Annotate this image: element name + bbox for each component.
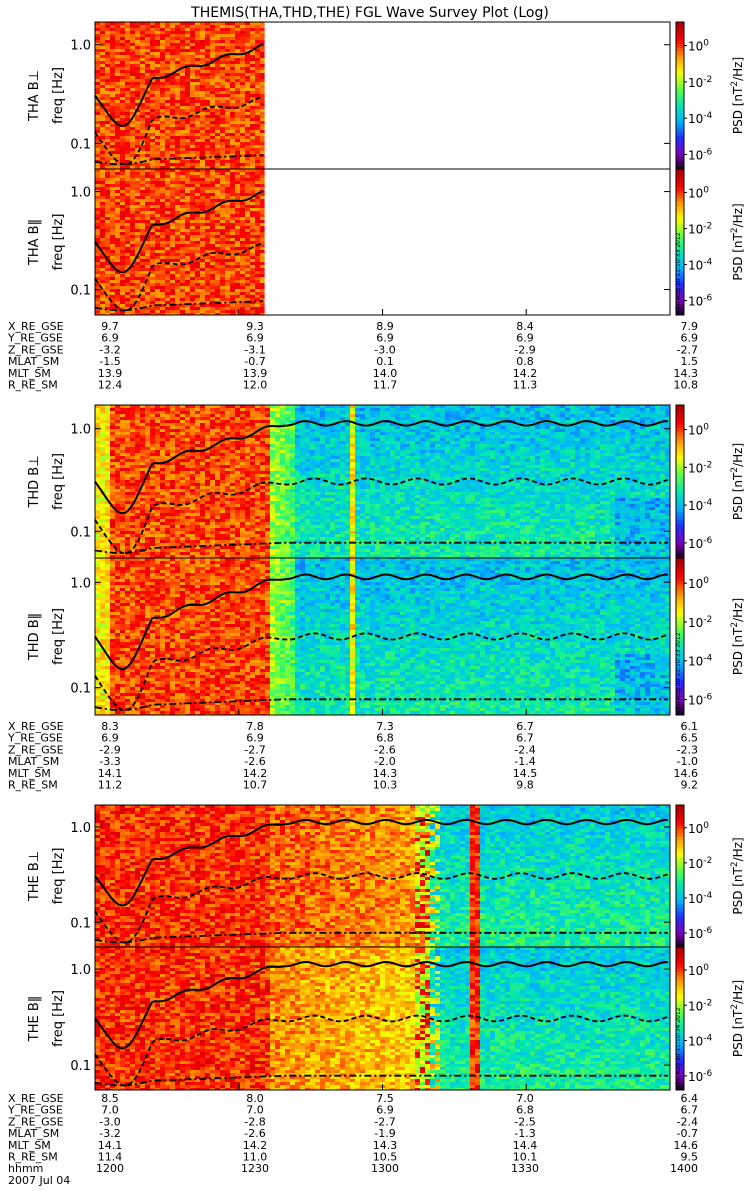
colorbar: 100 10-2 10-4 10-6 PSD [nT2/Hz]: [676, 805, 745, 948]
colorbar-tick: 10-6: [688, 692, 713, 707]
colorbar: 100 10-2 10-4 10-6 PSD [nT2/Hz]: [676, 169, 745, 316]
y-tick-label: 0.1: [70, 284, 91, 299]
panel-thd: 1.0 0.1 THD B⊥ freq [Hz] 100 10-2 10-4 10-6 PSD …: [27, 405, 745, 716]
colorbar-tick: 10-4: [688, 498, 713, 513]
colorbar-tick: 10-4: [688, 258, 713, 273]
y-axis-label: freq [Hz]: [51, 990, 66, 1047]
colorbar-tick: 10-2: [688, 615, 712, 630]
ephemeris-value: 11.7: [373, 379, 398, 392]
y-tick-label: 1.0: [70, 576, 91, 591]
panel-the: 1.0 0.1 THE B⊥ freq [Hz] 100 10-2 10-4 10-6 PSD …: [27, 805, 745, 1091]
colorbar-tick: 100: [688, 821, 709, 836]
timestamp-stamp: Thu Aug 30 11:10:34 2012: [675, 1007, 682, 1089]
plot-title: THEMIS(THA,THD,THE) FGL Wave Survey Plot…: [190, 5, 549, 21]
colorbar-label: PSD [nT2/Hz]: [730, 443, 745, 520]
colorbar-tick: 10-2: [688, 221, 712, 236]
x-tick-label: 1230: [241, 1162, 269, 1175]
y-tick-label: 0.1: [70, 137, 91, 152]
panel-tha: 1.0 0.1 THA B⊥ freq [Hz] 100 10-2 10-4 10-6 PSD …: [27, 22, 745, 316]
colorbar-tick: 100: [688, 576, 709, 591]
y-axis-label: freq [Hz]: [51, 67, 66, 124]
ephemeris-value: 10.3: [373, 779, 398, 792]
ephemeris-value: 11.3: [513, 379, 538, 392]
spectrogram-tha-bpar: 1.0 0.1 THA B‖ freq [Hz]: [27, 169, 670, 315]
colorbar-tick: 10-6: [688, 1069, 713, 1084]
colorbar-tick: 100: [688, 423, 709, 438]
colorbar-tick: 10-4: [688, 1034, 713, 1049]
colorbar: 100 10-2 10-4 10-6 PSD [nT2/Hz]: [676, 405, 745, 559]
y-tick-label: 1.0: [70, 39, 91, 54]
ephemeris-value: 12.4: [98, 379, 123, 392]
panel-label: THA B⊥: [27, 70, 42, 122]
y-tick-label: 1.0: [70, 423, 91, 438]
ephemeris-the: X_RE_GSE 8.5 8.0 7.5 7.0 6.4Y_RE_GSE 7.0 7.0 6.9…: [7, 1092, 698, 1187]
ephemeris-value: 9.8: [516, 779, 534, 792]
colorbar-tick: 10-6: [688, 536, 713, 551]
timestamp-stamp: Thu Aug 30 11:10:33 2012: [675, 632, 682, 714]
y-axis-label: freq [Hz]: [51, 453, 66, 510]
colorbar-tick: 10-4: [688, 654, 713, 669]
colorbar-tick: 10-2: [688, 856, 712, 871]
colorbar-label: PSD [nT2/Hz]: [730, 598, 745, 675]
panel-label: THA B‖: [27, 219, 42, 266]
spectrogram-tha-bperp: 1.0 0.1 THA B⊥ freq [Hz]: [27, 22, 670, 169]
spectrogram-thd-bperp: 1.0 0.1 THD B⊥ freq [Hz]: [27, 405, 670, 558]
ephemeris-thd: X_RE_GSE 8.3 7.8 7.3 6.7 6.1Y_RE_GSE 6.9 6.9 6.8…: [7, 720, 698, 792]
panel-label: THE B⊥: [27, 851, 42, 902]
panel-label: THD B‖: [27, 613, 42, 661]
colorbar-tick: 10-2: [688, 998, 712, 1013]
colorbar: 100 10-2 10-4 10-6 PSD [nT2/Hz]: [676, 947, 745, 1091]
x-tick-label: 1330: [511, 1162, 539, 1175]
ephemeris-label: R_RE_SM: [8, 379, 58, 392]
panel-label: THE B‖: [27, 996, 42, 1042]
y-tick-label: 0.1: [70, 1059, 91, 1074]
y-tick-label: 1.0: [70, 821, 91, 836]
x-tick-label: 1200: [96, 1162, 124, 1175]
y-axis-label: freq [Hz]: [51, 848, 66, 905]
y-tick-label: 0.1: [70, 525, 91, 540]
timestamp-stamp: Thu Aug 30 11:10:33 2012: [675, 232, 682, 314]
date-label: 2007 Jul 04: [8, 1174, 70, 1187]
y-axis-label: freq [Hz]: [51, 608, 66, 665]
colorbar-label: PSD [nT2/Hz]: [730, 980, 745, 1057]
panel-label: THD B⊥: [27, 455, 42, 508]
x-tick-label: 1300: [371, 1162, 399, 1175]
colorbar: 100 10-2 10-4 10-6 PSD [nT2/Hz]: [676, 558, 745, 716]
y-tick-label: 0.1: [70, 916, 91, 931]
ephemeris-value: 9.2: [681, 779, 699, 792]
ephemeris-value: 11.2: [98, 779, 123, 792]
y-axis-label: freq [Hz]: [51, 214, 66, 271]
colorbar: 100 10-2 10-4 10-6 PSD [nT2/Hz]: [676, 22, 745, 170]
colorbar-tick: 100: [688, 185, 709, 200]
colorbar-label: PSD [nT2/Hz]: [730, 203, 745, 280]
ephemeris-value: 10.8: [674, 379, 699, 392]
colorbar-tick: 10-4: [688, 891, 713, 906]
y-tick-label: 1.0: [70, 186, 91, 201]
colorbar-tick: 10-2: [688, 75, 712, 90]
colorbar-tick: 10-6: [688, 147, 713, 162]
spectrogram-the-bpar: 1.0 0.1 THE B‖ freq [Hz]: [27, 947, 670, 1090]
colorbar-label: PSD [nT2/Hz]: [730, 57, 745, 134]
x-tick-label: 1400: [670, 1162, 698, 1175]
colorbar-tick: 10-4: [688, 111, 713, 126]
ephemeris-value: 12.0: [243, 379, 268, 392]
ephemeris-value: 10.7: [243, 779, 268, 792]
colorbar-tick: 100: [688, 963, 709, 978]
colorbar-tick: 10-6: [688, 926, 713, 941]
y-tick-label: 1.0: [70, 963, 91, 978]
spectrogram-the-bperp: 1.0 0.1 THE B⊥ freq [Hz]: [27, 805, 670, 947]
y-tick-label: 0.1: [70, 682, 91, 697]
colorbar-tick: 100: [688, 39, 709, 54]
colorbar-tick: 10-6: [688, 294, 713, 309]
spectrogram-thd-bpar: 1.0 0.1 THD B‖ freq [Hz]: [27, 558, 670, 715]
colorbar-label: PSD [nT2/Hz]: [730, 837, 745, 914]
ephemeris-tha: X_RE_GSE 9.7 9.3 8.9 8.4 7.9Y_RE_GSE 6.9 6.9 6.9…: [7, 320, 698, 392]
colorbar-tick: 10-2: [688, 460, 712, 475]
ephemeris-label: R_RE_SM: [8, 779, 58, 792]
